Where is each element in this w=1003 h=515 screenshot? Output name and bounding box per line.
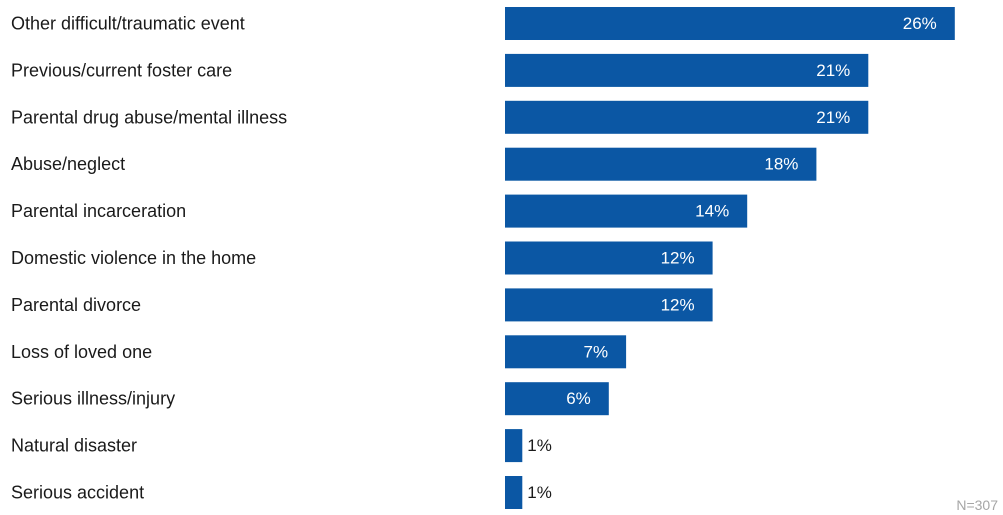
category-label-parental-divorce: Parental divorce <box>11 295 141 315</box>
value-label-parental-drug-abuse-mental-illness: 21% <box>816 108 850 127</box>
category-label-parental-incarceration: Parental incarceration <box>11 201 186 221</box>
bar-parental-drug-abuse-mental-illness <box>505 100 869 134</box>
category-labels-layer: Other difficult/traumatic event Previous/… <box>11 14 287 503</box>
bar-other-difficult-traumatic-event <box>505 7 955 40</box>
category-label-serious-illness-injury: Serious illness/injury <box>11 389 175 409</box>
bar-serious-accident <box>505 476 523 509</box>
bar-parental-incarceration <box>505 194 748 228</box>
value-label-serious-accident: 1% <box>527 483 552 502</box>
value-label-parental-incarceration: 14% <box>695 202 729 221</box>
bar-domestic-violence-in-the-home <box>505 241 713 275</box>
bar-abuse-neglect <box>505 147 817 181</box>
bar-serious-illness-injury <box>505 382 609 416</box>
value-label-domestic-violence-in-the-home: 12% <box>661 249 695 268</box>
category-label-parental-drug-abuse-mental-illness: Parental drug abuse/mental illness <box>11 107 287 127</box>
category-label-previous-current-foster-care: Previous/current foster care <box>11 60 232 80</box>
category-label-serious-accident: Serious accident <box>11 483 144 503</box>
bars-layer <box>505 7 955 509</box>
category-label-abuse-neglect: Abuse/neglect <box>11 154 125 174</box>
value-label-other-difficult-traumatic-event: 26% <box>903 14 937 33</box>
bar-natural-disaster <box>505 429 523 463</box>
bar-parental-divorce <box>505 288 713 322</box>
value-label-loss-of-loved-one: 7% <box>584 342 609 361</box>
value-label-natural-disaster: 1% <box>527 436 552 455</box>
value-label-abuse-neglect: 18% <box>764 155 798 174</box>
category-label-domestic-violence-in-the-home: Domestic violence in the home <box>11 248 256 268</box>
value-label-parental-divorce: 12% <box>661 295 695 314</box>
category-label-other-difficult-traumatic-event: Other difficult/traumatic event <box>11 14 245 34</box>
value-label-previous-current-foster-care: 21% <box>816 61 850 80</box>
value-labels-layer: 26% 21% 21% 18% 14% 12% 12% 7% 6% 1% 1% <box>527 14 937 502</box>
bar-previous-current-foster-care <box>505 53 869 87</box>
value-label-serious-illness-injury: 6% <box>566 389 591 408</box>
category-label-loss-of-loved-one: Loss of loved one <box>11 342 152 362</box>
sample-size-note: N=307 <box>956 497 998 513</box>
bar-loss-of-loved-one <box>505 335 627 369</box>
category-label-natural-disaster: Natural disaster <box>11 436 137 456</box>
